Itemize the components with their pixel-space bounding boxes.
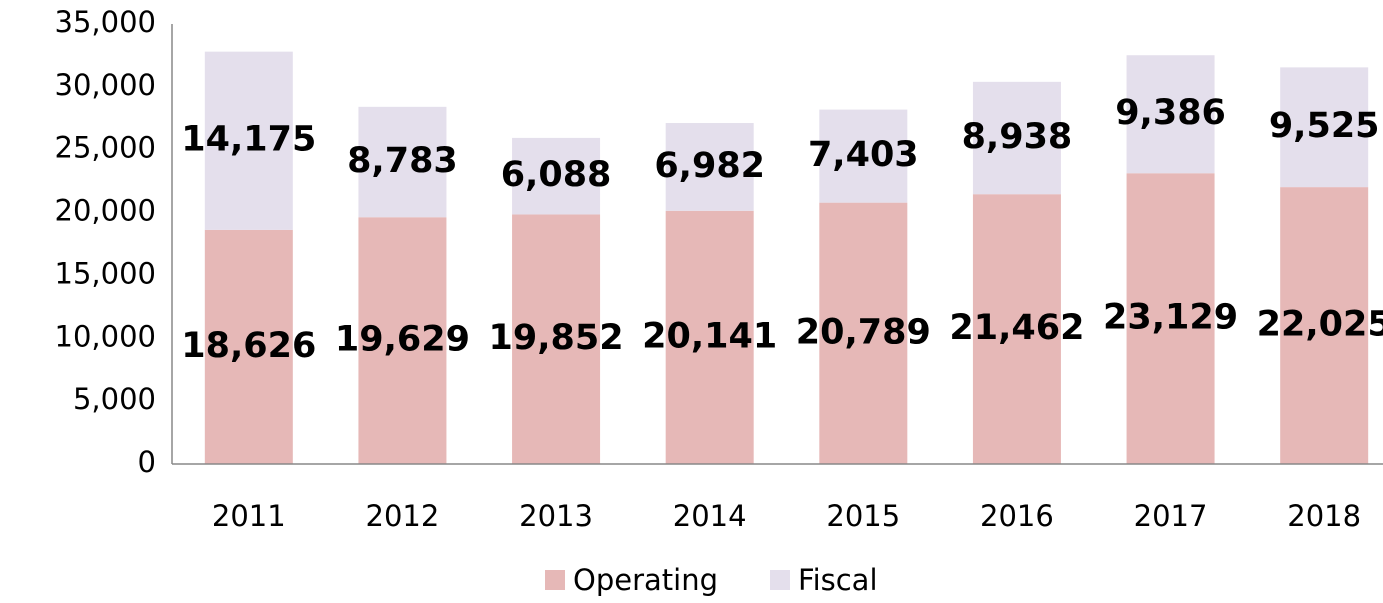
x-tick-label: 2015 — [826, 499, 900, 533]
y-tick-label: 5,000 — [73, 382, 156, 416]
data-label: 9,525 — [1269, 106, 1380, 146]
legend-swatch — [545, 570, 565, 590]
data-label: 20,789 — [796, 312, 931, 352]
bar-segment — [204, 51, 293, 230]
y-tick-label: 0 — [138, 445, 156, 479]
x-tick-label: 2011 — [212, 499, 286, 533]
data-label: 14,175 — [181, 120, 316, 160]
data-label: 7,403 — [808, 135, 919, 175]
legend-label: Fiscal — [798, 563, 878, 597]
data-label: 6,982 — [654, 146, 765, 186]
data-label: 9,386 — [1115, 93, 1226, 133]
x-tick-label: 2018 — [1287, 499, 1361, 533]
bar-segment — [358, 217, 447, 464]
bar-segment — [1126, 173, 1215, 465]
data-label: 22,025 — [1257, 305, 1383, 345]
bar-segment — [358, 106, 447, 218]
data-label: 19,629 — [335, 320, 470, 360]
data-label: 21,462 — [949, 308, 1084, 348]
legend-label: Operating — [573, 563, 718, 597]
data-label: 20,141 — [642, 316, 777, 356]
bar-segment — [972, 81, 1061, 195]
y-tick-label: 25,000 — [55, 131, 156, 165]
data-label: 8,783 — [347, 141, 458, 181]
y-tick-label: 30,000 — [55, 68, 156, 102]
bar-segment — [512, 137, 601, 215]
y-tick-label: 35,000 — [55, 5, 156, 39]
bar-segment — [204, 229, 293, 464]
x-tick-label: 2017 — [1134, 499, 1208, 533]
bar-segment — [665, 123, 754, 211]
bar-segment — [1280, 67, 1369, 188]
y-tick-label: 15,000 — [55, 256, 156, 290]
bar-segment — [819, 202, 908, 464]
x-tick-label: 2016 — [980, 499, 1054, 533]
bar-segment — [972, 194, 1061, 464]
data-label: 19,852 — [489, 318, 624, 358]
bar-segment — [819, 109, 908, 203]
x-tick-label: 2013 — [519, 499, 593, 533]
data-label: 6,088 — [501, 155, 612, 195]
bar-segment — [512, 214, 601, 464]
legend-swatch — [770, 570, 790, 590]
y-tick-label: 10,000 — [55, 319, 156, 353]
bar-segment — [1280, 187, 1369, 464]
data-label: 8,938 — [962, 117, 1073, 157]
data-label: 18,626 — [181, 326, 316, 366]
data-label: 23,129 — [1103, 298, 1238, 338]
bar-segment — [665, 210, 754, 464]
x-tick-label: 2014 — [673, 499, 747, 533]
y-tick-label: 20,000 — [55, 194, 156, 228]
bar-segment — [1126, 55, 1215, 174]
x-tick-label: 2012 — [366, 499, 440, 533]
